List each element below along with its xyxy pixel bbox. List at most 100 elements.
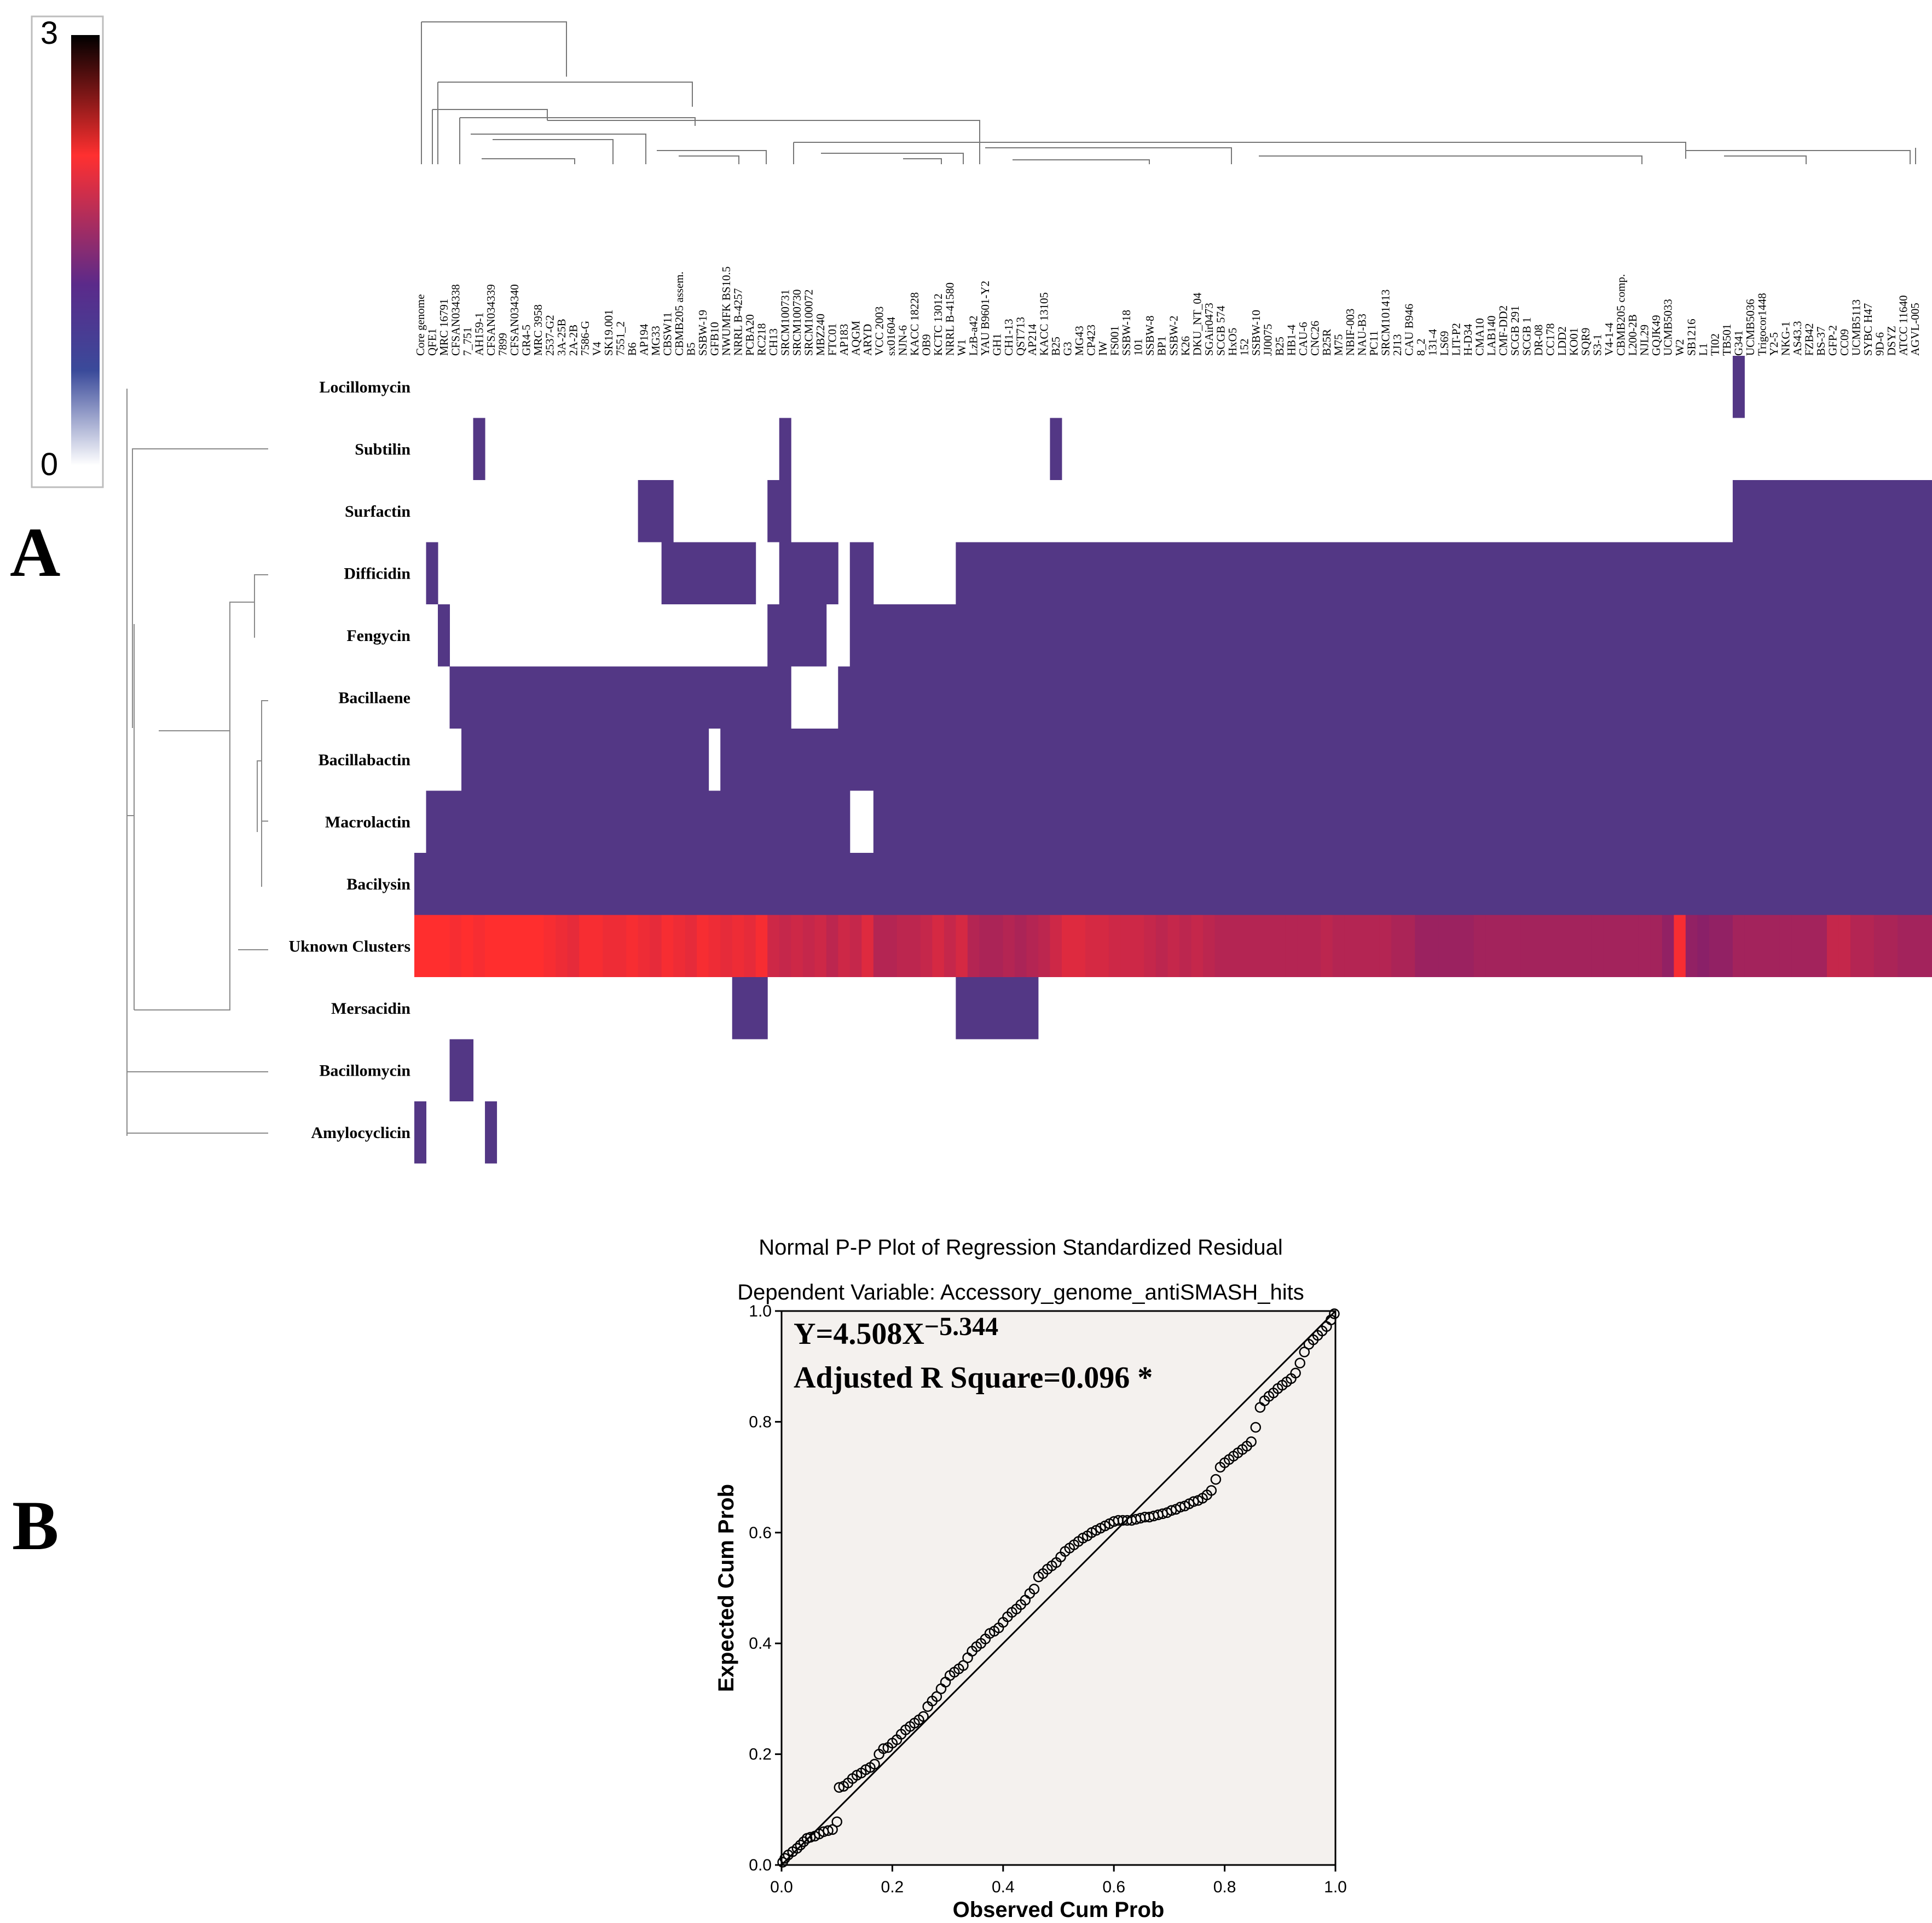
heatmap-cell xyxy=(920,915,933,977)
heatmap-cell xyxy=(1344,915,1357,977)
x-tick-label: 0.2 xyxy=(881,1878,904,1896)
heatmap-row: Bacillomycin xyxy=(319,1039,474,1101)
heatmap-cell xyxy=(1203,915,1216,977)
heatmap-cell xyxy=(1826,915,1840,977)
column-label: SRCM101413 xyxy=(1379,290,1392,356)
regression-equation-exponent: −5.344 xyxy=(924,1312,998,1341)
heatmap-cell xyxy=(543,915,556,977)
heatmap-cell xyxy=(1379,915,1392,977)
heatmap-cell xyxy=(1179,915,1192,977)
heatmap-cell xyxy=(1485,915,1498,977)
pp-xlabel: Observed Cum Prob xyxy=(953,1898,1165,1922)
heatmap-cell xyxy=(414,915,427,977)
heatmap-cell xyxy=(1050,418,1062,480)
column-label: NAU-B3 xyxy=(1355,314,1368,356)
heatmap-cell xyxy=(1909,915,1922,977)
column-label: B25 xyxy=(1273,337,1286,356)
column-label: 7_751 xyxy=(461,327,474,356)
column-label: DR-08 xyxy=(1532,325,1545,356)
heatmap-cell xyxy=(1744,915,1757,977)
pp-point xyxy=(918,1711,929,1722)
column-label: B25 xyxy=(1049,337,1062,356)
column-label: CFSAN034339 xyxy=(484,284,498,356)
pp-point xyxy=(878,1743,889,1754)
column-label: OB9 xyxy=(920,334,933,356)
column-label: DKU_NT_04 xyxy=(1190,292,1204,356)
heatmap-cell xyxy=(426,915,438,977)
heatmap-cell xyxy=(956,915,968,977)
column-label: SSBW-10 xyxy=(1250,310,1263,356)
pp-plot-subtitle: Dependent Variable: Accessory_genome_ant… xyxy=(737,1280,1304,1304)
row-label: Locillomycin xyxy=(319,378,410,396)
column-label: CAU-6 xyxy=(1297,322,1310,356)
column-label: UCMB5033 xyxy=(1662,299,1675,356)
pp-point xyxy=(1157,1508,1169,1520)
heatmap-cell xyxy=(1674,915,1686,977)
row-label: Fengycin xyxy=(346,627,410,645)
heatmap-cell xyxy=(909,915,921,977)
column-label: CAU B946 xyxy=(1402,304,1415,356)
heatmap-cell xyxy=(461,729,709,791)
column-label: SK19.001 xyxy=(602,309,615,356)
heatmap-cell xyxy=(956,542,1932,604)
color-scale-bar xyxy=(71,35,100,465)
heatmap-cell xyxy=(1756,915,1768,977)
panel-a-label: A xyxy=(10,513,60,591)
heatmap-cell xyxy=(1721,915,1733,977)
heatmap-cell xyxy=(661,915,674,977)
column-label: B5 xyxy=(684,342,697,356)
row-label: Bacillabactin xyxy=(319,751,411,769)
column-label: K26 xyxy=(1179,336,1192,356)
column-label: V4 xyxy=(590,342,603,356)
column-dendrogram xyxy=(421,21,1916,164)
color-scale-min-label: 0 xyxy=(41,447,58,482)
column-label: NRRL B-41580 xyxy=(944,282,957,356)
column-label: ATCC 11640 xyxy=(1897,295,1910,356)
column-label: 7551_2 xyxy=(614,321,627,356)
heatmap-cell xyxy=(1297,915,1310,977)
y-tick-label: 1.0 xyxy=(749,1302,772,1320)
heatmap-cell xyxy=(1155,915,1169,977)
row-label: Amylocyclicin xyxy=(311,1124,410,1142)
panel-b-label: B xyxy=(12,1487,59,1564)
heatmap-cell xyxy=(1732,356,1745,418)
heatmap-cell xyxy=(1697,915,1710,977)
column-label: V4-1-4 xyxy=(1603,322,1616,356)
column-label: W1 xyxy=(955,339,968,356)
column-label: KCTC 13012 xyxy=(932,293,945,356)
column-label: NBIF-003 xyxy=(1344,309,1357,356)
heatmap-cell xyxy=(638,480,674,542)
heatmap-cell xyxy=(1544,915,1557,977)
heatmap-cell xyxy=(802,915,815,977)
column-label: JJ0075 xyxy=(1261,324,1274,356)
heatmap-cell xyxy=(579,915,592,977)
heatmap-cell xyxy=(1520,915,1533,977)
column-label: CFSAN034340 xyxy=(508,284,521,356)
column-label: S3-1 xyxy=(1591,334,1604,356)
heatmap-cell xyxy=(1462,915,1474,977)
column-label: FTC01 xyxy=(826,323,839,356)
heatmap-cell xyxy=(1732,915,1745,977)
column-label: LIT-P2 xyxy=(1449,323,1462,356)
adjusted-r-square: Adjusted R Square=0.096 * xyxy=(794,1361,1153,1395)
heatmap-row: Difficidin xyxy=(344,542,1932,604)
heatmap-cell xyxy=(956,977,1039,1040)
heatmap-cell xyxy=(1838,915,1851,977)
heatmap-cell xyxy=(944,915,956,977)
heatmap-row: Fengycin xyxy=(346,604,1932,667)
column-label: 3A-25B xyxy=(555,319,568,356)
column-label: SRCM100072 xyxy=(802,290,815,356)
column-label: GR4-5 xyxy=(519,325,533,356)
column-label: MRC 16791 xyxy=(437,299,450,356)
heatmap-cell xyxy=(1120,915,1133,977)
heatmap-cell xyxy=(849,915,862,977)
heatmap-row: Locillomycin xyxy=(319,356,1745,418)
heatmap-cell xyxy=(461,915,474,977)
heatmap-cell xyxy=(1885,915,1898,977)
column-label: DSYZ xyxy=(1885,326,1898,356)
heatmap-cell xyxy=(1132,915,1145,977)
heatmap-cell xyxy=(1450,915,1462,977)
heatmap-cell xyxy=(1473,915,1486,977)
pp-point xyxy=(1290,1367,1301,1379)
column-label: CC178 xyxy=(1544,323,1557,356)
